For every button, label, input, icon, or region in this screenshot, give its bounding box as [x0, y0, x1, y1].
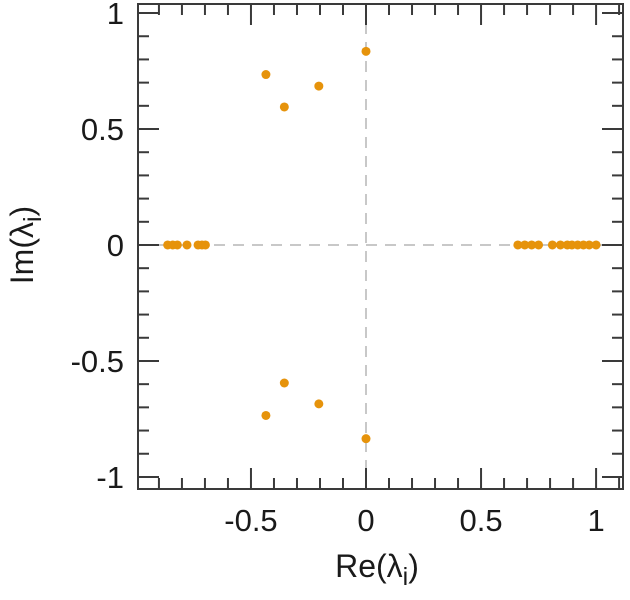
data-point [361, 46, 371, 56]
plot-frame [137, 3, 624, 490]
y-tick-label: 0.5 [81, 112, 124, 147]
data-point [555, 240, 565, 250]
data-point [534, 240, 544, 250]
y-tick-label: -1 [96, 460, 124, 495]
y-tick-label: 1 [107, 0, 124, 31]
data-point [261, 410, 271, 420]
y-tick-label: -0.5 [71, 344, 124, 379]
y-axis-title: Im(λi) [4, 206, 47, 284]
x-tick-label: 0.5 [459, 503, 502, 538]
x-tick-label: -0.5 [224, 503, 277, 538]
x-tick-label: 0 [357, 503, 374, 538]
y-tick-label: 0 [107, 228, 124, 263]
data-point [547, 240, 557, 250]
data-point [279, 102, 289, 112]
data-point [361, 434, 371, 444]
data-point [520, 240, 530, 250]
data-point [172, 240, 182, 250]
data-point [279, 378, 289, 388]
data-point [513, 240, 523, 250]
x-tick-label: 1 [587, 503, 604, 538]
data-point [261, 70, 271, 80]
data-point [314, 399, 324, 409]
data-point [591, 240, 601, 250]
data-point [314, 81, 324, 91]
data-point [182, 240, 192, 250]
data-point [584, 240, 594, 250]
data-point [527, 240, 537, 250]
data-point [200, 240, 210, 250]
x-axis-title: Re(λi) [335, 548, 419, 591]
